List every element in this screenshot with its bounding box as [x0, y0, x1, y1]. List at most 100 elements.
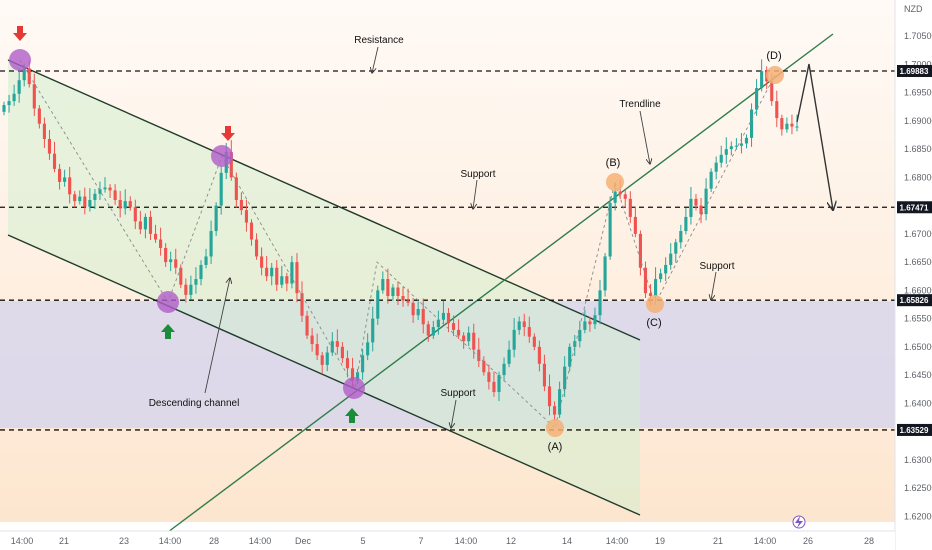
candle-body [795, 126, 799, 128]
x-tick-label: 28 [209, 536, 219, 546]
y-tick-label: 1.66000 [904, 285, 932, 295]
candle-body [98, 189, 102, 194]
candle-body [179, 267, 183, 285]
level-badge [897, 423, 932, 436]
candle-body [441, 312, 445, 320]
candle-body [487, 372, 491, 382]
candle-body [451, 323, 456, 330]
candle-body [305, 315, 309, 336]
candle-body [184, 284, 188, 295]
candle-body [275, 267, 279, 285]
candle-body [628, 198, 632, 217]
time-axis[interactable] [0, 531, 895, 550]
x-tick-label: 23 [119, 536, 129, 546]
candle-body [285, 276, 289, 284]
lightning-icon[interactable] [792, 515, 806, 529]
wave-path [19, 59, 776, 429]
candle-body [123, 201, 127, 209]
candle-body [563, 366, 567, 390]
candle-body [507, 349, 511, 364]
level-badge-label: 1.63529 [900, 426, 929, 435]
candle-body [83, 196, 87, 207]
candle-body [174, 259, 178, 268]
candle-body [457, 329, 461, 336]
x-tick-label: 14:00 [11, 536, 34, 546]
trendline-pointer [639, 110, 650, 164]
candle-body [22, 68, 26, 81]
candle-body [164, 247, 168, 263]
candle-body [729, 146, 733, 150]
candle-body [755, 88, 759, 110]
candle-body [694, 198, 698, 206]
candle-body [340, 346, 344, 359]
y-tick-label: 1.64000 [904, 398, 932, 408]
candle-body [209, 231, 213, 257]
x-tick-label: 14:00 [159, 536, 182, 546]
candle-body [93, 193, 97, 200]
candle-body [684, 216, 688, 232]
level-badge-label: 1.69883 [900, 67, 929, 76]
level-badge [897, 65, 932, 78]
candle-body [143, 216, 147, 230]
candle-body [714, 162, 718, 172]
candle-body [219, 172, 223, 206]
trendline [167, 33, 834, 533]
wave-label-d: (D) [766, 50, 781, 62]
down-arrow-icon [221, 126, 235, 141]
candle-body [699, 205, 703, 215]
support-label-2: Support [699, 261, 734, 272]
candle-body [790, 123, 794, 127]
candle-body [153, 233, 158, 240]
candle-body [335, 341, 339, 347]
price-level-badges: 1.69883 1.67471 1.65826 1.63529 [897, 65, 932, 436]
candle-body [133, 207, 137, 222]
candle-body [618, 191, 622, 195]
projection-arrow [796, 63, 833, 210]
y-tick-label: 1.69500 [904, 88, 932, 98]
candle-body [467, 332, 471, 342]
price-axis-ticks: 1.70500 1.70000 1.69500 1.69000 1.68500 1.680… [904, 31, 932, 521]
candle-body [148, 216, 153, 234]
candle-body [27, 68, 31, 85]
level-badge [897, 294, 932, 307]
trendline-label: Trendline [619, 99, 661, 110]
candle-body [37, 108, 41, 124]
candle-body [315, 344, 319, 356]
candle-body [739, 143, 744, 146]
candle-body [63, 177, 67, 182]
y-tick-label: 1.62000 [904, 511, 932, 521]
candle-body [704, 188, 708, 215]
candle-body [477, 349, 481, 361]
candle-body [234, 177, 238, 200]
candle-body [330, 341, 334, 353]
candle-body [32, 84, 36, 109]
support-2-pointer [711, 271, 717, 300]
price-axis[interactable] [895, 0, 932, 550]
x-tick-label: 14:00 [455, 536, 478, 546]
candles [2, 59, 799, 421]
candle-body [325, 352, 329, 365]
candle-body [78, 196, 82, 202]
wave-label-c: (C) [646, 317, 661, 329]
candle-body [623, 194, 627, 199]
candle-body [290, 262, 294, 284]
y-tick-label: 1.63000 [904, 455, 932, 465]
candle-body [249, 222, 254, 240]
candle-body [613, 191, 617, 203]
candle-body [598, 290, 602, 316]
candle-body [361, 355, 365, 373]
wave-b-circle [606, 173, 624, 191]
candle-body [537, 346, 541, 364]
candle-body [669, 253, 673, 265]
candle-body [52, 153, 57, 169]
y-tick-label: 1.68000 [904, 172, 932, 182]
candle-body [512, 329, 516, 350]
candle-body [128, 201, 132, 208]
candle-body [381, 279, 385, 291]
candle-body [760, 71, 764, 89]
candle-body [47, 138, 52, 154]
candle-body [654, 279, 658, 297]
x-tick-label: 21 [59, 536, 69, 546]
x-tick-label: Dec [295, 536, 312, 546]
